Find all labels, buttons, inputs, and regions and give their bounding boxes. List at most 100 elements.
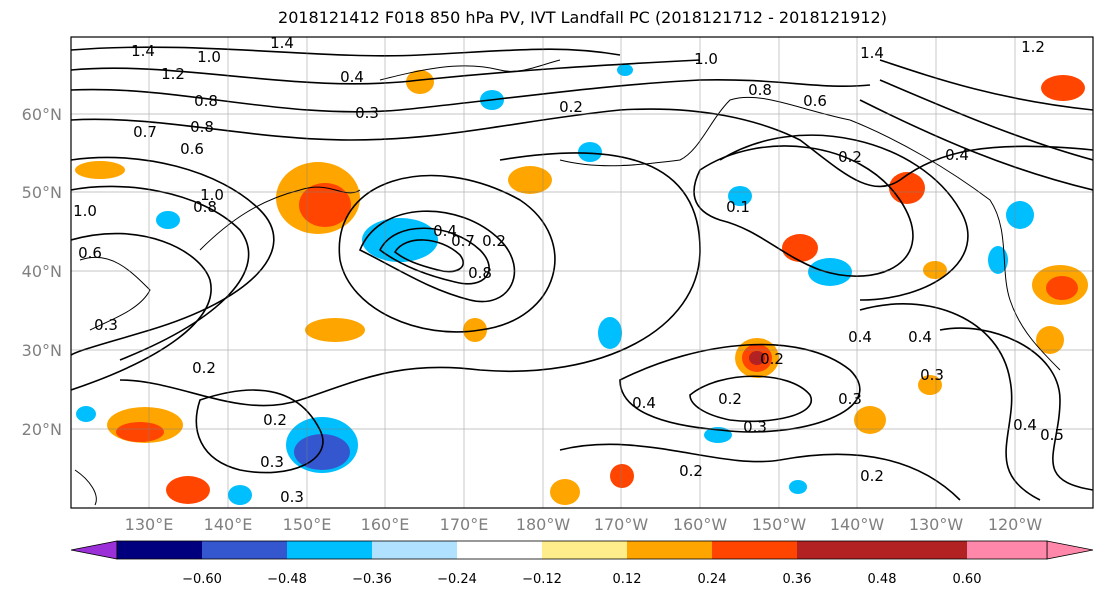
contour-label: 0.8: [468, 264, 492, 282]
lon-label: 170°E: [440, 515, 489, 534]
colorbar-segment: [882, 541, 967, 559]
negative-anomaly: [808, 258, 852, 286]
contour-label: 0.6: [180, 140, 204, 158]
colorbar-tick: 0.36: [783, 572, 812, 587]
lon-label: 130°W: [909, 515, 964, 534]
contour-line: [859, 303, 1041, 501]
contour-label: 0.8: [190, 118, 214, 136]
contour-line: [378, 227, 490, 285]
contour-label: 0.3: [920, 366, 944, 384]
contour-label: 0.3: [355, 104, 379, 122]
lon-label: 120°W: [988, 515, 1043, 534]
contour-label: 0.6: [803, 92, 827, 110]
coastline: [74, 469, 97, 506]
colorbar-tick: 0.60: [953, 572, 982, 587]
contour-line: [119, 152, 701, 407]
map-frame: [70, 36, 1094, 509]
contour-label: 0.1: [726, 198, 750, 216]
colorbar-tick: −0.12: [522, 572, 562, 587]
contour-label: 0.2: [559, 98, 583, 116]
lon-label: 140°W: [830, 515, 885, 534]
contour-label: 0.2: [760, 350, 784, 368]
contour-line: [358, 210, 516, 303]
longitude-labels: 130°E 140°E 150°E 160°E 170°E 180°W 170°…: [125, 515, 1043, 534]
contour-line: [71, 59, 701, 85]
negative-anomaly: [598, 317, 622, 349]
colorbar-segment: [372, 541, 457, 559]
colorbar-segment: [712, 541, 797, 559]
colorbar-segment: [457, 541, 542, 559]
coastline: [849, 119, 1061, 371]
contour-line: [619, 343, 861, 433]
map-title: 2018121412 F018 850 hPa PV, IVT Landfall…: [278, 8, 887, 27]
positive-anomaly: [299, 183, 351, 227]
lon-label: 160°W: [673, 515, 728, 534]
contour-label: 1.4: [131, 42, 155, 60]
colorbar-tick: 0.48: [868, 572, 897, 587]
positive-anomaly: [889, 172, 925, 204]
colorbar-segment: [797, 541, 882, 559]
positive-anomaly: [550, 479, 580, 505]
colorbar-tick: −0.48: [267, 572, 307, 587]
contour-label: 0.2: [718, 390, 742, 408]
contour-label: 0.6: [78, 244, 102, 262]
lat-label: 20°N: [22, 420, 62, 439]
negative-anomaly: [156, 211, 180, 229]
positive-anomaly: [116, 422, 164, 442]
positive-anomaly: [1046, 276, 1078, 300]
contour-label: 1.4: [270, 34, 294, 52]
negative-anomaly: [76, 406, 96, 422]
negative-anomaly: [988, 246, 1008, 274]
colorbar-segment: [542, 541, 627, 559]
colorbar-segment: [287, 541, 372, 559]
contour-line: [939, 327, 1093, 491]
positive-anomaly: [1036, 326, 1064, 354]
contour-label: 0.4: [1013, 416, 1037, 434]
positive-anomaly: [610, 464, 634, 488]
contour-label: 0.4: [848, 328, 872, 346]
contour-label: 1.0: [73, 202, 97, 220]
lon-label: 160°E: [361, 515, 410, 534]
contour-line: [71, 185, 250, 361]
contour-label: 0.3: [280, 488, 304, 506]
contour-label: 1.4: [860, 44, 884, 62]
colorbar-segment: [202, 541, 287, 559]
positive-anomaly: [782, 234, 818, 262]
lon-label: 180°W: [516, 515, 571, 534]
positive-anomaly: [1041, 75, 1085, 101]
map-area: [71, 37, 1093, 508]
positive-anomaly: [406, 70, 434, 94]
colorbar-tick: 0.24: [698, 572, 727, 587]
colorbar-segment: [117, 541, 202, 559]
contour-label: 0.7: [451, 232, 475, 250]
positive-anomaly: [75, 161, 125, 179]
colorbar-tick: −0.24: [437, 572, 477, 587]
contour-line: [719, 134, 969, 301]
contour-line: [689, 375, 813, 423]
contour-label: 0.2: [679, 462, 703, 480]
contour-line: [338, 174, 556, 333]
contour-line: [879, 59, 1093, 111]
contour-label: 0.2: [263, 411, 287, 429]
coastline: [79, 256, 151, 331]
contour-line: [879, 79, 1093, 161]
contour-label: 0.2: [838, 148, 862, 166]
contour-label: 0.3: [743, 418, 767, 436]
colorbar-tick: 0.12: [613, 572, 642, 587]
negative-anomaly: [1006, 201, 1034, 229]
contour-label: 0.2: [860, 467, 884, 485]
contour-line: [693, 145, 914, 277]
positive-anomaly: [854, 406, 886, 434]
gridlines: [71, 37, 1093, 508]
contour-label: 0.3: [94, 316, 118, 334]
contour-label: 0.8: [748, 81, 772, 99]
contour-line: [71, 108, 1093, 188]
colorbar-tick: −0.36: [352, 572, 392, 587]
colorbar-segment: [627, 541, 712, 559]
contour-label: 1.0: [694, 50, 718, 68]
lon-label: 150°W: [752, 515, 807, 534]
contour-label: 0.8: [194, 92, 218, 110]
positive-anomaly: [166, 476, 210, 504]
coastline: [559, 96, 851, 167]
